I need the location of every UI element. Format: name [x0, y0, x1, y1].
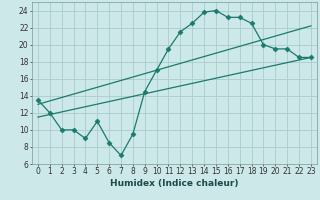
X-axis label: Humidex (Indice chaleur): Humidex (Indice chaleur): [110, 179, 239, 188]
